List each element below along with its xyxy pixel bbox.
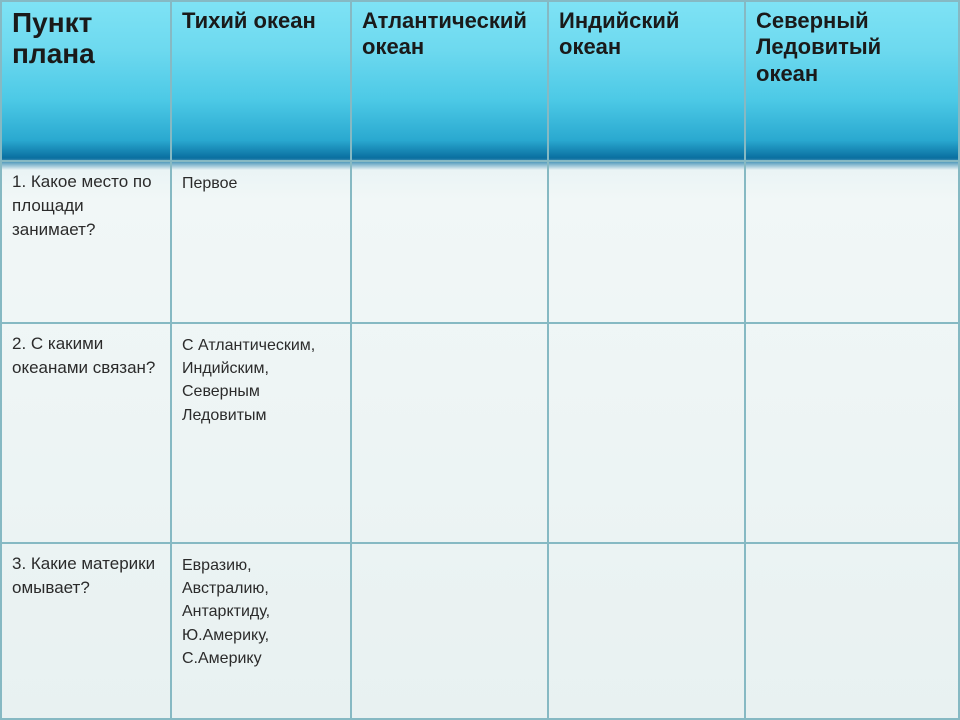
cell-r3-arctic [746,544,960,720]
cell-r3-pacific: Евразию, Австралию, Антарктиду, Ю.Америк… [172,544,352,720]
cell-r1-arctic [746,162,960,324]
cell-r2-atlantic [352,324,549,544]
cell-r1-atlantic [352,162,549,324]
cell-r2-arctic [746,324,960,544]
row-label-3: 3. Какие материки омывает? [0,544,172,720]
cell-r3-indian [549,544,746,720]
cell-r2-pacific: С Атлантическим, Индийским, Северным Лед… [172,324,352,544]
cell-r2-indian [549,324,746,544]
col-header-pacific: Тихий океан [172,0,352,162]
col-header-arctic: Северный Ледовитый океан [746,0,960,162]
col-header-indian: Индийский океан [549,0,746,162]
oceans-table: Пункт плана Тихий океан Атлантический ок… [0,0,960,720]
cell-r1-indian [549,162,746,324]
cell-r3-atlantic [352,544,549,720]
cell-r1-pacific: Первое [172,162,352,324]
row-label-1: 1. Какое место по площади занимает? [0,162,172,324]
row-label-2: 2. С какими океанами связан? [0,324,172,544]
col-header-plan: Пункт плана [0,0,172,162]
col-header-atlantic: Атлантический океан [352,0,549,162]
